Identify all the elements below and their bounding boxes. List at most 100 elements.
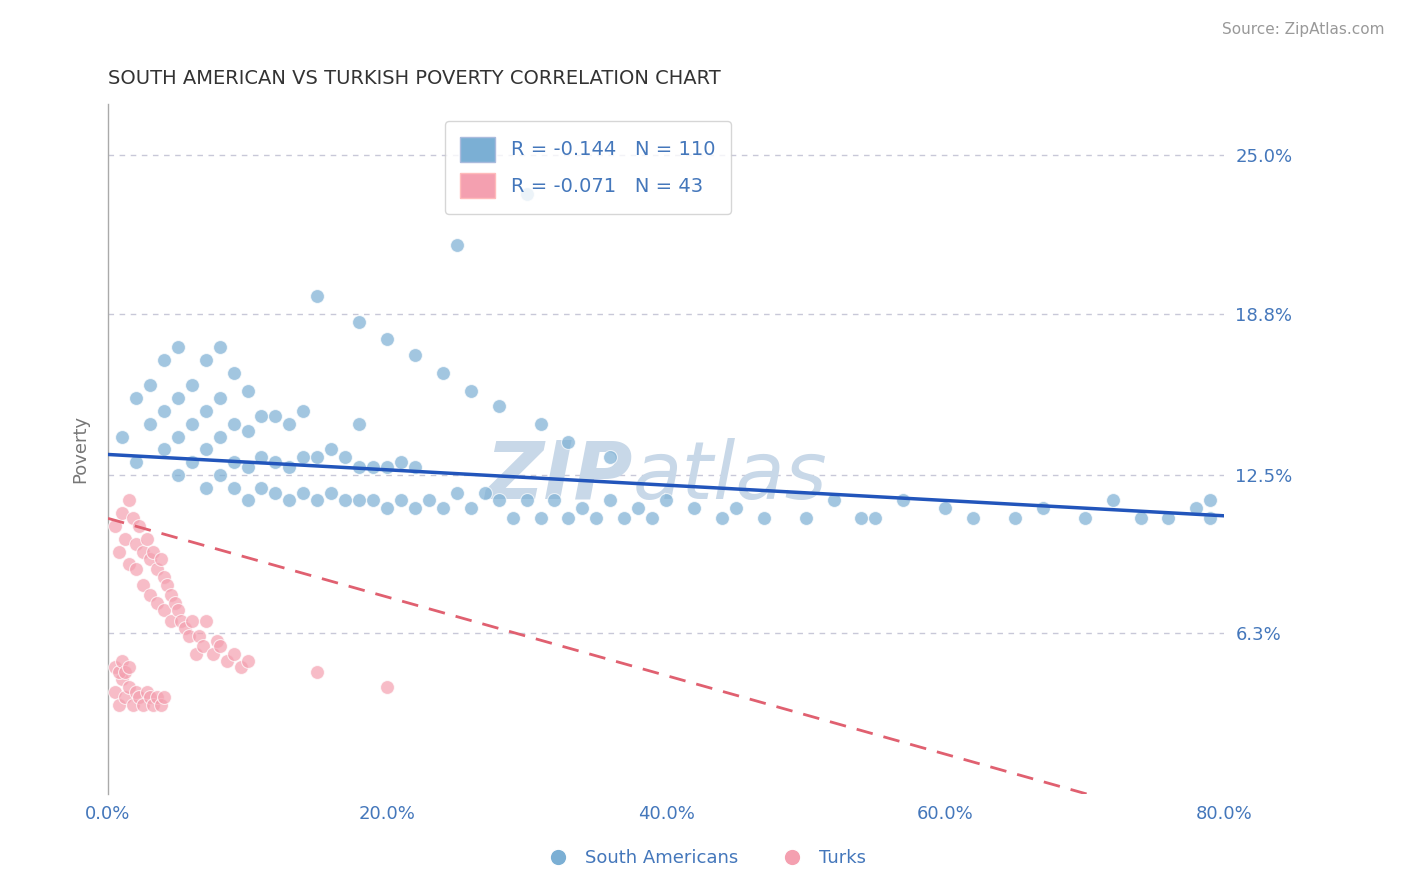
Point [823, 493, 845, 508]
Point [627, 501, 650, 516]
Point [375, 460, 398, 475]
Point [122, 698, 145, 712]
Point [599, 493, 621, 508]
Point [208, 639, 231, 653]
Point [865, 511, 887, 525]
Point [292, 450, 315, 464]
Point [236, 460, 259, 475]
Point [108, 698, 131, 712]
Point [177, 629, 200, 643]
Point [125, 562, 148, 576]
Point [529, 417, 551, 431]
Point [432, 366, 454, 380]
Point [292, 485, 315, 500]
Point [118, 680, 141, 694]
Point [347, 493, 370, 508]
Point [851, 511, 873, 525]
Point [529, 511, 551, 525]
Point [180, 455, 202, 469]
Point [389, 493, 412, 508]
Point [111, 673, 134, 687]
Point [180, 378, 202, 392]
Point [208, 429, 231, 443]
Point [136, 685, 159, 699]
Point [153, 603, 176, 617]
Point [1185, 501, 1208, 516]
Point [250, 409, 273, 424]
Point [292, 404, 315, 418]
Point [146, 690, 169, 705]
Point [229, 659, 252, 673]
Point [236, 655, 259, 669]
Point [264, 455, 287, 469]
Point [111, 506, 134, 520]
Point [142, 698, 165, 712]
Point [153, 570, 176, 584]
Point [278, 493, 301, 508]
Point [278, 417, 301, 431]
Point [361, 493, 384, 508]
Point [153, 690, 176, 705]
Point [166, 391, 188, 405]
Point [208, 340, 231, 354]
Point [114, 532, 136, 546]
Point [446, 485, 468, 500]
Text: atlas: atlas [633, 438, 827, 516]
Point [446, 238, 468, 252]
Point [389, 455, 412, 469]
Point [114, 690, 136, 705]
Point [571, 501, 593, 516]
Point [641, 511, 664, 525]
Point [375, 501, 398, 516]
Point [166, 603, 188, 617]
Point [404, 501, 426, 516]
Point [752, 511, 775, 525]
Point [307, 493, 329, 508]
Point [191, 639, 214, 653]
Point [599, 450, 621, 464]
Point [128, 519, 150, 533]
Point [155, 578, 177, 592]
Point [557, 434, 579, 449]
Point [208, 467, 231, 482]
Point [222, 366, 245, 380]
Point [1199, 511, 1222, 525]
Point [125, 455, 148, 469]
Point [250, 450, 273, 464]
Point [166, 340, 188, 354]
Point [184, 647, 207, 661]
Point [139, 552, 162, 566]
Point [180, 614, 202, 628]
Point [1157, 511, 1180, 525]
Point [1004, 511, 1026, 525]
Point [166, 429, 188, 443]
Point [125, 391, 148, 405]
Point [194, 614, 217, 628]
Point [613, 511, 636, 525]
Point [201, 647, 224, 661]
Point [159, 588, 181, 602]
Point [180, 417, 202, 431]
Point [557, 511, 579, 525]
Point [585, 511, 607, 525]
Point [460, 384, 482, 398]
Point [321, 485, 343, 500]
Legend: South Americans, Turks: South Americans, Turks [533, 842, 873, 874]
Point [125, 685, 148, 699]
Point [142, 544, 165, 558]
Point [307, 289, 329, 303]
Point [962, 511, 984, 525]
Point [222, 481, 245, 495]
Point [347, 417, 370, 431]
Point [169, 614, 191, 628]
Point [114, 665, 136, 679]
Point [122, 511, 145, 525]
Point [139, 588, 162, 602]
Point [502, 511, 524, 525]
Point [236, 384, 259, 398]
Point [460, 501, 482, 516]
Point [146, 596, 169, 610]
Point [104, 519, 127, 533]
Point [222, 417, 245, 431]
Point [307, 450, 329, 464]
